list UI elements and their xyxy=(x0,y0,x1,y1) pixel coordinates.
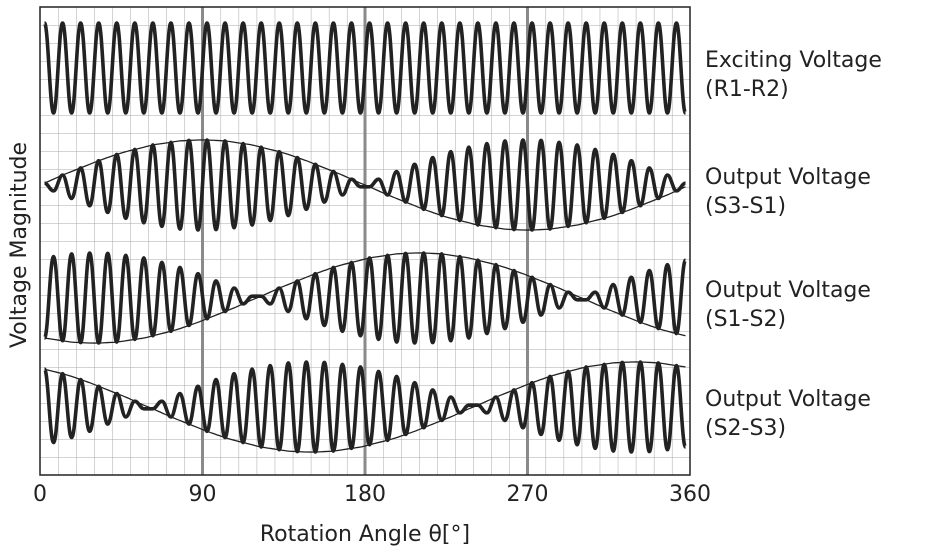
plot-area xyxy=(42,7,688,475)
x-tick-label: 180 xyxy=(344,482,386,507)
legend-label: Output Voltage xyxy=(705,387,871,412)
legend-label: (S3-S1) xyxy=(705,194,786,219)
legend-label: (S1-S2) xyxy=(705,307,786,332)
legend-label: Output Voltage xyxy=(705,165,871,190)
legend-label: (S2-S3) xyxy=(705,416,786,441)
signal-line xyxy=(44,138,686,232)
signal-line xyxy=(42,21,688,115)
signal-line xyxy=(42,360,688,454)
x-tick-label: 90 xyxy=(189,482,217,507)
signal-line xyxy=(42,251,688,345)
x-axis-title: Rotation Angle θ[°] xyxy=(260,522,470,547)
x-tick-label: 360 xyxy=(669,482,711,507)
legend-label: (R1-R2) xyxy=(705,77,789,102)
x-tick-label: 0 xyxy=(33,482,47,507)
y-axis-title: Voltage Magnitude xyxy=(7,142,32,348)
legend-label: Exciting Voltage xyxy=(705,48,882,73)
x-tick-label: 270 xyxy=(507,482,549,507)
legend-label: Output Voltage xyxy=(705,278,871,303)
plot-frame xyxy=(39,6,691,476)
